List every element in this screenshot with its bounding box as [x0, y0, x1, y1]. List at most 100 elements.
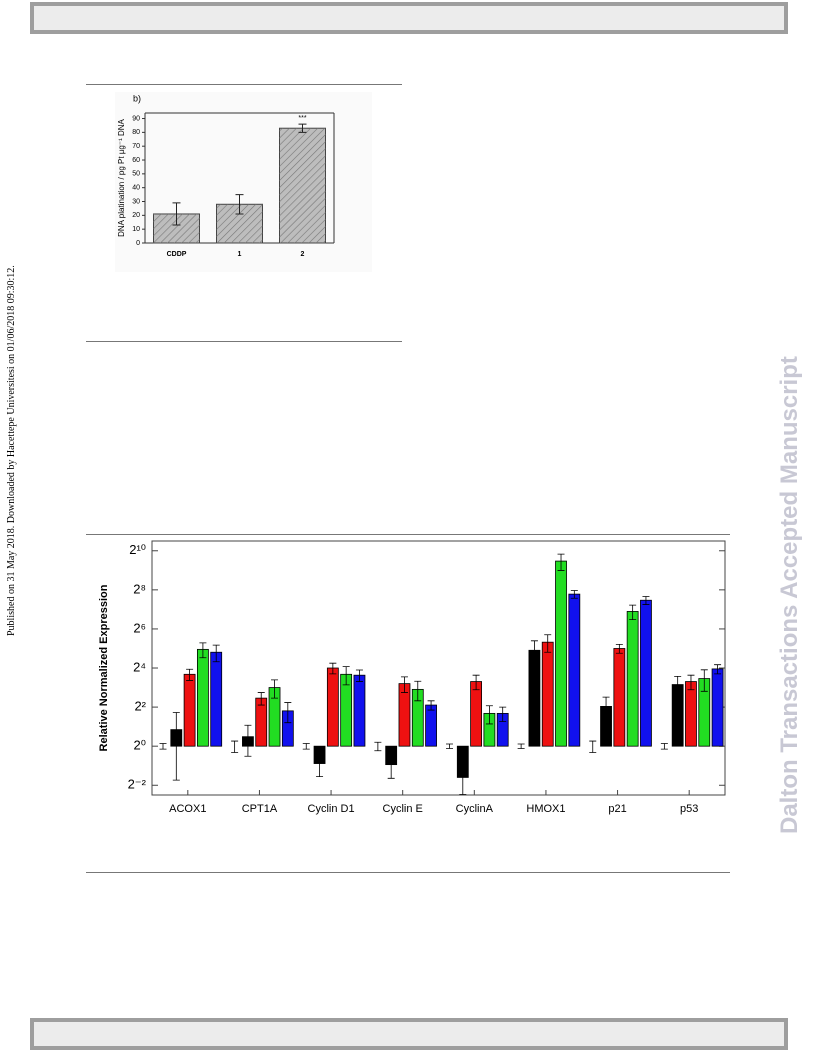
- error-bar: [499, 706, 507, 722]
- error-bar: [159, 743, 167, 750]
- bar: [541, 641, 554, 747]
- error-bar: [172, 202, 181, 226]
- error-bar: [427, 700, 435, 711]
- error-bar: [589, 740, 597, 753]
- error-bar: [298, 123, 307, 133]
- y-tick-label: 2⁶: [133, 620, 146, 635]
- y-tick-label: 2¹⁰: [129, 542, 146, 557]
- error-bar: [284, 702, 292, 724]
- y-tick-label: 2⁴: [133, 659, 146, 674]
- error-bar: [231, 740, 239, 753]
- footer-band: [30, 1018, 788, 1050]
- bar: [640, 599, 652, 747]
- bar: [470, 681, 483, 747]
- bar: [183, 673, 196, 747]
- error-bar: [387, 755, 395, 779]
- error-bar: [172, 712, 180, 781]
- error-bar: [642, 596, 650, 605]
- error-bar: [355, 669, 363, 682]
- error-bar: [602, 696, 610, 721]
- error-bar: [374, 741, 382, 752]
- error-bar: [674, 675, 682, 697]
- y-tick-label: 10: [132, 226, 140, 233]
- y-axis-label: Relative Normalized Expression: [98, 584, 110, 751]
- error-bar: [557, 553, 565, 571]
- error-bar: [700, 669, 708, 692]
- bar: [711, 668, 724, 747]
- error-bar: [302, 743, 310, 750]
- error-bar: [615, 643, 623, 654]
- bar: [353, 674, 366, 747]
- x-tick-label: CDDP: [167, 251, 187, 258]
- y-tick-label: 90: [132, 115, 140, 122]
- error-bar: [459, 766, 467, 795]
- error-bar: [316, 754, 324, 777]
- bar: [326, 667, 339, 747]
- error-bar: [400, 676, 408, 693]
- y-tick-label: 40: [132, 185, 140, 192]
- bar: [613, 648, 626, 747]
- x-tick-label: CyclinA: [456, 803, 494, 815]
- y-axis-label: DNA platination / pg Pt µg⁻¹ DNA: [117, 118, 126, 236]
- plot-frame: [151, 540, 726, 796]
- error-bar: [342, 666, 350, 686]
- y-tick-label: 80: [132, 129, 140, 136]
- error-bar: [446, 743, 453, 749]
- bar: [555, 560, 567, 747]
- x-tick-label: ACOX1: [169, 803, 206, 815]
- error-bar: [414, 680, 422, 702]
- x-tick-label: HMOX1: [526, 803, 565, 815]
- bar: [568, 593, 581, 747]
- x-tick-label: p21: [608, 803, 626, 815]
- x-tick-label: CPT1A: [242, 803, 278, 815]
- error-bar: [212, 644, 220, 663]
- error-bar: [530, 640, 538, 666]
- annotation: ***: [298, 115, 306, 122]
- bar: [425, 704, 437, 747]
- x-tick-label: 2: [301, 251, 305, 258]
- y-tick-label: 0: [136, 240, 140, 247]
- rule: [86, 534, 730, 535]
- error-bar: [660, 743, 668, 750]
- x-tick-label: Cyclin D1: [308, 803, 355, 815]
- error-bar: [714, 664, 722, 675]
- error-bar: [570, 590, 578, 599]
- y-tick-label: 2⁸: [133, 581, 146, 596]
- error-bar: [472, 674, 480, 691]
- bar: [685, 681, 697, 747]
- x-tick-label: p53: [680, 803, 698, 815]
- rule: [86, 872, 730, 873]
- y-tick-label: 60: [132, 157, 140, 164]
- error-bar: [244, 724, 252, 757]
- bar: [626, 611, 639, 747]
- panel-label: b): [133, 93, 141, 103]
- error-bar: [235, 194, 244, 215]
- bar-hatch: [279, 128, 326, 243]
- y-tick-label: 70: [132, 143, 140, 150]
- y-tick-label: 2⁻²: [128, 777, 147, 792]
- error-bar: [329, 662, 337, 675]
- y-tick-label: 20: [132, 212, 140, 219]
- error-bar: [485, 705, 493, 725]
- error-bar: [629, 604, 637, 621]
- rule: [86, 341, 402, 342]
- error-bar: [199, 642, 207, 659]
- y-tick-label: 2⁰: [134, 738, 146, 753]
- y-tick-label: 50: [132, 171, 140, 178]
- y-tick-label: 30: [132, 198, 140, 205]
- bar: [398, 683, 411, 747]
- error-bar: [257, 692, 265, 706]
- rule: [86, 84, 402, 85]
- error-bar: [544, 634, 552, 653]
- error-bar: [687, 674, 695, 691]
- y-tick-label: 2²: [134, 699, 146, 714]
- bar: [210, 651, 223, 747]
- error-bar: [186, 668, 194, 681]
- error-bar: [271, 679, 279, 699]
- x-tick-label: Cyclin E: [383, 803, 423, 815]
- header-band: [30, 2, 788, 34]
- x-tick-label: 1: [238, 251, 242, 258]
